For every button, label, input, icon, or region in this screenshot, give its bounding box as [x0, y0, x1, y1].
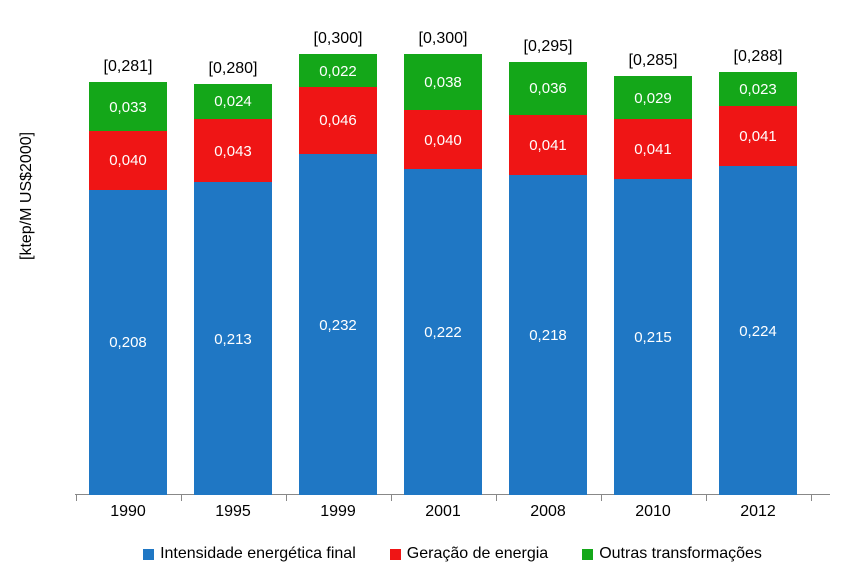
bar-value-label: 0,215: [614, 329, 692, 346]
energy-intensity-chart: [ktep/M US$2000] 0,2080,0400,033[0,281]0…: [0, 0, 849, 587]
x-axis-category: 2010: [614, 503, 692, 521]
x-tick: [496, 495, 497, 501]
bar-value-label: 0,232: [299, 317, 377, 334]
bar-value-label: 0,041: [719, 128, 797, 145]
x-axis-category: 2001: [404, 503, 482, 521]
bar-total-label: [0,285]: [606, 52, 700, 70]
legend-item-geracao: Geração de energia: [390, 545, 548, 563]
bar-value-label: 0,222: [404, 324, 482, 341]
bar-value-label: 0,038: [404, 74, 482, 91]
x-tick: [706, 495, 707, 501]
x-tick: [76, 495, 77, 501]
legend-label: Outras transformações: [599, 545, 762, 563]
legend-item-outras: Outras transformações: [582, 545, 762, 563]
bar-value-label: 0,040: [404, 132, 482, 149]
bar-value-label: 0,029: [614, 90, 692, 107]
bar-total-label: [0,281]: [81, 58, 175, 76]
legend-label: Intensidade energética final: [160, 545, 356, 563]
x-tick: [601, 495, 602, 501]
legend-swatch: [582, 549, 593, 560]
x-tick: [181, 495, 182, 501]
bar-value-label: 0,036: [509, 80, 587, 97]
bar-value-label: 0,218: [509, 327, 587, 344]
x-tick: [391, 495, 392, 501]
bar-value-label: 0,213: [194, 331, 272, 348]
bar-value-label: 0,208: [89, 334, 167, 351]
legend-swatch: [390, 549, 401, 560]
plot-area: 0,208 0,040 0,033 [0,281] 0,213 0,043 0,024 [0,…: [75, 25, 830, 495]
x-tick: [286, 495, 287, 501]
bar-value-label: 0,043: [194, 143, 272, 160]
x-axis-category: 2012: [719, 503, 797, 521]
x-tick: [811, 495, 812, 501]
bar-total-label: [0,300]: [396, 30, 490, 48]
x-axis-category: 1999: [299, 503, 377, 521]
bar-value-label: 0,040: [89, 152, 167, 169]
bar-value-label: 0,024: [194, 93, 272, 110]
bar-value-label: 0,023: [719, 81, 797, 98]
legend-swatch: [143, 549, 154, 560]
bar-total-label: [0,280]: [186, 60, 280, 78]
bar-value-label: 0,046: [299, 112, 377, 129]
x-axis-category: 1995: [194, 503, 272, 521]
bar-total-label: [0,300]: [291, 30, 385, 48]
legend-label: Geração de energia: [407, 545, 548, 563]
bar-total-label: [0,288]: [711, 48, 805, 66]
bar-value-label: 0,224: [719, 323, 797, 340]
x-axis-labels: 1990 1995 1999 2001 2008 2010 2012: [75, 503, 830, 527]
bar-value-label: 0,041: [509, 137, 587, 154]
bar-value-label: 0,041: [614, 141, 692, 158]
bar-total-label: [0,295]: [501, 38, 595, 56]
chart-legend: Intensidade energética final Geração de e…: [75, 545, 830, 563]
y-axis-label: [ktep/M US$2000]: [18, 132, 36, 260]
bar-value-label: 0,022: [299, 63, 377, 80]
x-axis-category: 1990: [89, 503, 167, 521]
bar-value-label: 0,033: [89, 99, 167, 116]
x-axis-category: 2008: [509, 503, 587, 521]
legend-item-intensidade: Intensidade energética final: [143, 545, 356, 563]
